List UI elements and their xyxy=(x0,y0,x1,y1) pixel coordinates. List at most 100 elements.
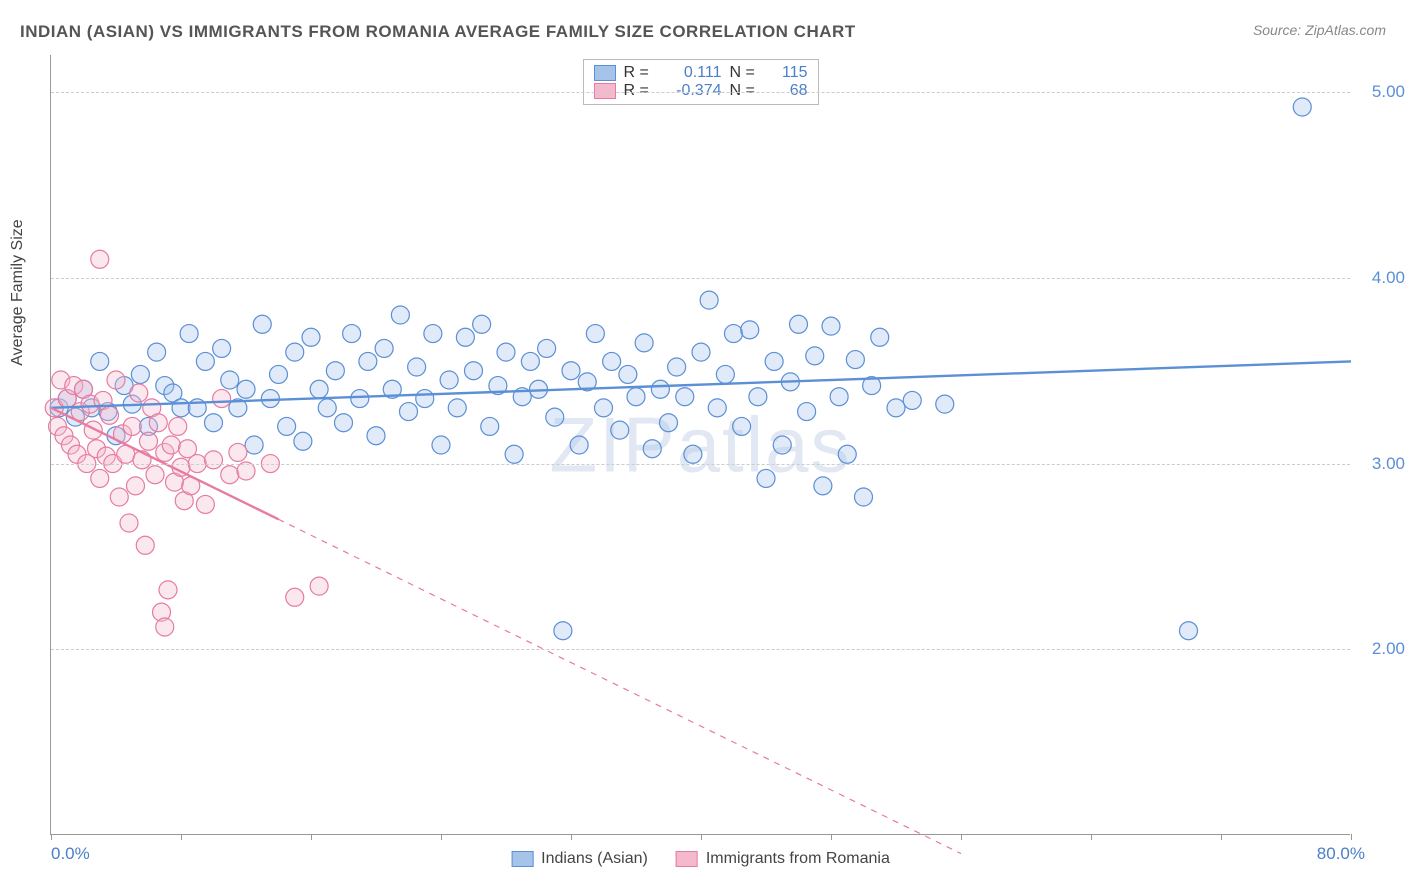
source-label: Source: ZipAtlas.com xyxy=(1253,22,1386,38)
data-point xyxy=(806,347,824,365)
data-point xyxy=(440,371,458,389)
x-tick xyxy=(441,834,442,840)
gridline xyxy=(51,92,1350,93)
data-point xyxy=(84,421,102,439)
data-point xyxy=(586,325,604,343)
data-point xyxy=(538,339,556,357)
data-point xyxy=(172,399,190,417)
data-point xyxy=(245,436,263,454)
data-point xyxy=(149,414,167,432)
data-point xyxy=(798,403,816,421)
data-point xyxy=(391,306,409,324)
x-tick xyxy=(961,834,962,840)
data-point xyxy=(749,388,767,406)
data-point xyxy=(481,417,499,435)
x-tick xyxy=(1091,834,1092,840)
swatch-blue-icon xyxy=(511,851,533,867)
data-point xyxy=(146,466,164,484)
data-point xyxy=(196,495,214,513)
data-point xyxy=(521,352,539,370)
r-label: R = xyxy=(624,64,654,82)
data-point xyxy=(635,334,653,352)
data-point xyxy=(91,469,109,487)
data-point xyxy=(936,395,954,413)
data-point xyxy=(302,328,320,346)
data-point xyxy=(91,250,109,268)
y-tick-label: 4.00 xyxy=(1372,268,1405,288)
data-point xyxy=(846,351,864,369)
n-label: N = xyxy=(730,64,760,82)
data-point xyxy=(120,514,138,532)
data-point xyxy=(205,414,223,432)
data-point xyxy=(162,436,180,454)
data-point xyxy=(1180,622,1198,640)
x-tick xyxy=(181,834,182,840)
data-point xyxy=(286,343,304,361)
data-point xyxy=(643,440,661,458)
data-point xyxy=(408,358,426,376)
data-point xyxy=(205,451,223,469)
data-point xyxy=(270,365,288,383)
data-point xyxy=(221,371,239,389)
data-point xyxy=(741,321,759,339)
n-value-pink: 68 xyxy=(768,82,808,100)
data-point xyxy=(91,352,109,370)
x-min-label: 0.0% xyxy=(51,844,90,864)
data-point xyxy=(253,315,271,333)
data-point xyxy=(180,325,198,343)
data-point xyxy=(700,291,718,309)
data-point xyxy=(237,462,255,480)
data-point xyxy=(619,365,637,383)
data-point xyxy=(603,352,621,370)
data-point xyxy=(127,477,145,495)
data-point xyxy=(1293,98,1311,116)
x-tick xyxy=(1221,834,1222,840)
data-point xyxy=(375,339,393,357)
y-tick-label: 3.00 xyxy=(1372,454,1405,474)
data-point xyxy=(326,362,344,380)
gridline xyxy=(51,649,1350,650)
y-tick-label: 5.00 xyxy=(1372,82,1405,102)
data-point xyxy=(130,384,148,402)
data-point xyxy=(684,445,702,463)
data-point xyxy=(838,445,856,463)
legend-bottom: Indians (Asian) Immigrants from Romania xyxy=(511,850,890,868)
data-point xyxy=(725,325,743,343)
stats-row-blue: R = 0.111 N = 115 xyxy=(594,64,808,82)
data-point xyxy=(448,399,466,417)
data-point xyxy=(286,588,304,606)
x-tick xyxy=(571,834,572,840)
swatch-pink-icon xyxy=(594,83,616,99)
data-point xyxy=(716,365,734,383)
legend-label-blue: Indians (Asian) xyxy=(541,850,648,868)
data-point xyxy=(400,403,418,421)
data-point xyxy=(562,362,580,380)
legend-label-pink: Immigrants from Romania xyxy=(706,850,890,868)
chart-title: INDIAN (ASIAN) VS IMMIGRANTS FROM ROMANI… xyxy=(20,22,856,42)
data-point xyxy=(570,436,588,454)
data-point xyxy=(651,380,669,398)
trend-line-dashed xyxy=(279,519,962,853)
data-point xyxy=(213,390,231,408)
swatch-blue-icon xyxy=(594,65,616,81)
data-point xyxy=(627,388,645,406)
data-point xyxy=(456,328,474,346)
x-tick xyxy=(51,834,52,840)
r-value-pink: -0.374 xyxy=(662,82,722,100)
data-point xyxy=(790,315,808,333)
data-point xyxy=(123,417,141,435)
data-point xyxy=(416,390,434,408)
r-label: R = xyxy=(624,82,654,100)
data-point xyxy=(903,391,921,409)
gridline xyxy=(51,278,1350,279)
data-point xyxy=(668,358,686,376)
data-point xyxy=(107,371,125,389)
x-tick xyxy=(831,834,832,840)
data-point xyxy=(196,352,214,370)
data-point xyxy=(505,445,523,463)
data-point xyxy=(822,317,840,335)
data-point xyxy=(169,417,187,435)
stats-box: R = 0.111 N = 115 R = -0.374 N = 68 xyxy=(583,59,819,105)
data-point xyxy=(871,328,889,346)
data-point xyxy=(351,390,369,408)
